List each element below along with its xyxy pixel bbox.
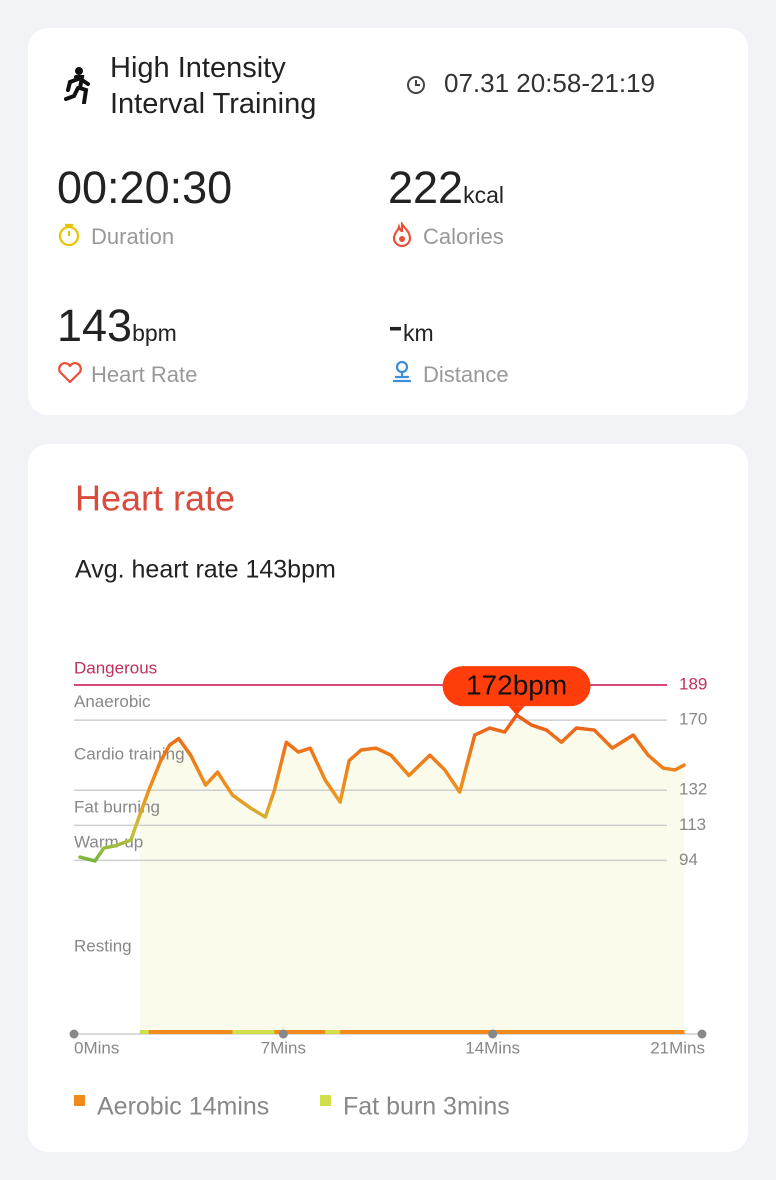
zone-label: Cardio training — [74, 745, 185, 764]
zone-band — [349, 1030, 362, 1034]
y-tick-label: 189 — [679, 674, 707, 693]
legend-label: Aerobic 14mins — [97, 1093, 269, 1121]
zone-band — [546, 1030, 562, 1034]
zone-band — [139, 1030, 150, 1034]
stat: 00:20:30 — [57, 162, 232, 214]
zone-band — [648, 1030, 664, 1034]
zone-band — [504, 1030, 518, 1034]
zone-band — [169, 1030, 180, 1034]
zone-band — [489, 1030, 506, 1034]
x-tick-dot — [278, 1029, 288, 1039]
zone-band — [376, 1030, 392, 1034]
stat-value: 222 — [388, 162, 464, 213]
zone-band — [459, 1030, 476, 1034]
zone-band — [190, 1030, 207, 1034]
legend-swatch — [74, 1095, 85, 1106]
zone-band — [429, 1030, 446, 1034]
x-tick-dot — [69, 1029, 79, 1039]
tooltip-label: 172bpm — [466, 669, 567, 700]
zone-band — [286, 1030, 299, 1034]
workout-title: High Intensity Interval Training — [110, 52, 317, 120]
legend-swatch — [320, 1095, 331, 1106]
zone-band — [444, 1030, 461, 1034]
y-tick-label: 132 — [679, 780, 707, 799]
zone-label: Warm-up — [74, 832, 143, 851]
x-tick-label: 7Mins — [261, 1038, 306, 1057]
zone-band — [298, 1030, 311, 1034]
area — [139, 715, 685, 1034]
tooltip — [442, 666, 591, 707]
zone-band — [663, 1030, 676, 1034]
chart-subtitle: Avg. heart rate 143bpm — [75, 556, 336, 584]
x-tick-dot — [697, 1029, 707, 1039]
summary-card: High Intensity Interval Training 07.31 2… — [28, 28, 748, 415]
zone-band — [361, 1030, 377, 1034]
zone-band — [250, 1030, 266, 1034]
legend-label: Fat burn 3mins — [343, 1093, 510, 1121]
workout-time: 07.31 20:58-21:19 — [444, 68, 656, 98]
zone-band — [516, 1030, 533, 1034]
x-tick-dot — [488, 1029, 498, 1039]
timer-icon — [58, 223, 80, 247]
x-tick-label: 0Mins — [74, 1038, 119, 1057]
zone-label: Fat burning — [74, 797, 160, 816]
zone-label: Resting — [74, 937, 132, 956]
x-tick-label: 21Mins — [650, 1038, 705, 1057]
stat-label: Duration — [91, 224, 175, 249]
heart-rate-line — [78, 713, 686, 863]
zone-band — [633, 1030, 649, 1034]
zone-band — [160, 1030, 171, 1034]
zone-label: Dangerous — [74, 658, 157, 677]
zone-band — [594, 1030, 613, 1034]
zone-band — [148, 1030, 162, 1034]
y-tick-label: 113 — [679, 815, 706, 834]
zone-band — [217, 1030, 233, 1034]
y-tick-label: 170 — [679, 710, 707, 729]
y-tick-label: 94 — [679, 850, 698, 869]
zone-band — [232, 1030, 251, 1034]
stat-value: 00:20:30 — [57, 162, 233, 213]
zone-band — [612, 1030, 634, 1034]
stat-value: - — [388, 300, 403, 351]
zone-band — [390, 1030, 410, 1034]
chart-title: Heart rate — [75, 478, 235, 519]
zone-band — [531, 1030, 547, 1034]
stat: 143bpm — [57, 300, 177, 352]
stat: 222kcal — [388, 162, 504, 214]
zone-band — [340, 1030, 350, 1034]
zone-band — [474, 1030, 491, 1034]
run-icon — [64, 67, 90, 104]
stat-label: Distance — [423, 362, 509, 387]
distance-icon — [392, 360, 412, 383]
zone-band — [265, 1030, 275, 1034]
zone-band — [561, 1030, 577, 1034]
stat-value: 143 — [57, 300, 133, 351]
zone-band — [576, 1030, 595, 1034]
zone-band — [205, 1030, 219, 1034]
stat-label: Calories — [423, 224, 504, 249]
stat: -km — [388, 300, 434, 352]
zone-label: Anaerobic — [74, 692, 151, 711]
heart-icon — [58, 362, 82, 384]
stat-unit: km — [403, 320, 434, 346]
tooltip-pointer — [508, 706, 525, 716]
stat-unit: bpm — [132, 320, 177, 346]
clock-icon — [407, 76, 425, 94]
zone-band — [325, 1030, 341, 1034]
zone-band — [178, 1030, 192, 1034]
zone-band — [675, 1030, 685, 1034]
stat-unit: kcal — [463, 182, 504, 208]
zone-band — [310, 1030, 326, 1034]
x-tick-label: 14Mins — [465, 1038, 520, 1057]
stat-label: Heart Rate — [91, 362, 198, 387]
flame-icon — [392, 222, 412, 248]
zone-band — [408, 1030, 431, 1034]
